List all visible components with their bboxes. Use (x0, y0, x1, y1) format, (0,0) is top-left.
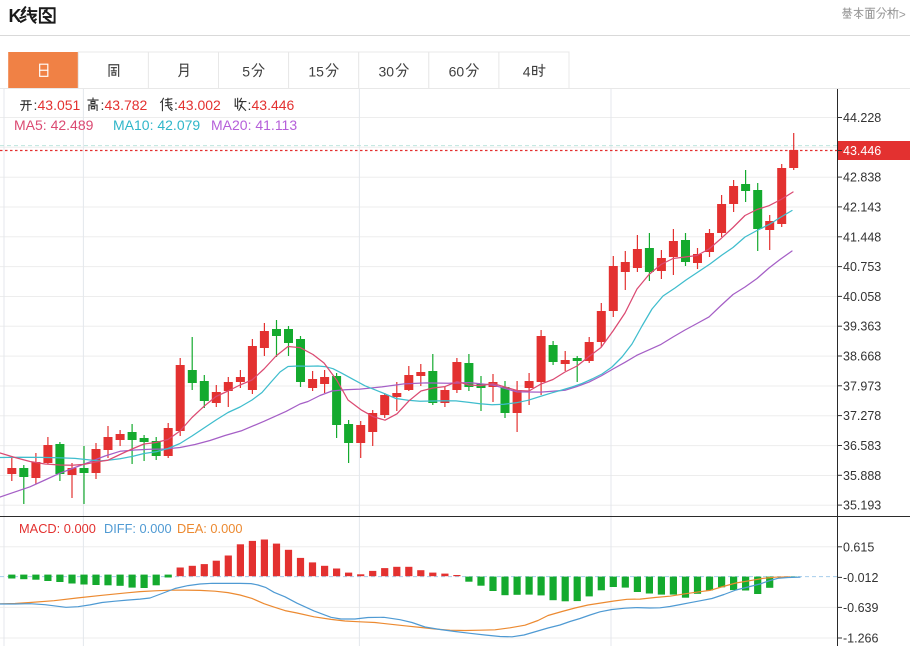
svg-text:K: K (9, 6, 22, 26)
svg-text:5: 5 (242, 64, 250, 80)
svg-text:MACD: 0.000: MACD: 0.000 (19, 521, 96, 536)
svg-text:0.615: 0.615 (843, 540, 874, 554)
svg-text:-0.012: -0.012 (843, 571, 878, 585)
svg-text:40.753: 40.753 (843, 260, 881, 274)
svg-text:>: > (899, 8, 906, 22)
svg-text:MA10: 42.079: MA10: 42.079 (113, 117, 200, 133)
svg-text:4: 4 (523, 64, 531, 80)
svg-text:36.583: 36.583 (843, 439, 881, 453)
svg-text:-1.266: -1.266 (843, 632, 878, 646)
svg-text::: : (101, 97, 105, 113)
svg-text:DIFF: 0.000: DIFF: 0.000 (104, 521, 172, 536)
svg-text:43.446: 43.446 (843, 144, 881, 158)
svg-text::: : (248, 97, 252, 113)
svg-text:35.193: 35.193 (843, 499, 881, 513)
svg-text:-0.639: -0.639 (843, 601, 878, 615)
svg-text:37.278: 37.278 (843, 409, 881, 423)
svg-text:DEA: 0.000: DEA: 0.000 (177, 521, 242, 536)
svg-text:35.888: 35.888 (843, 469, 881, 483)
svg-text:42.838: 42.838 (843, 171, 881, 185)
svg-text::: : (174, 97, 178, 113)
svg-text:39.363: 39.363 (843, 320, 881, 334)
svg-text:43.782: 43.782 (105, 97, 148, 113)
svg-text:MA20: 41.113: MA20: 41.113 (211, 117, 297, 133)
svg-text:MA5: 42.489: MA5: 42.489 (14, 117, 94, 133)
svg-text:41.448: 41.448 (843, 230, 881, 244)
svg-text:60: 60 (449, 64, 465, 80)
svg-text::: : (34, 97, 38, 113)
svg-text:38.668: 38.668 (843, 350, 881, 364)
svg-text:44.228: 44.228 (843, 111, 881, 125)
svg-text:37.973: 37.973 (843, 379, 881, 393)
svg-text:43.446: 43.446 (252, 97, 295, 113)
svg-text:40.058: 40.058 (843, 290, 881, 304)
svg-text:43.051: 43.051 (38, 97, 81, 113)
svg-text:43.002: 43.002 (178, 97, 221, 113)
svg-text:42.143: 42.143 (843, 200, 881, 214)
svg-text:15: 15 (308, 64, 324, 80)
svg-text:30: 30 (379, 64, 395, 80)
